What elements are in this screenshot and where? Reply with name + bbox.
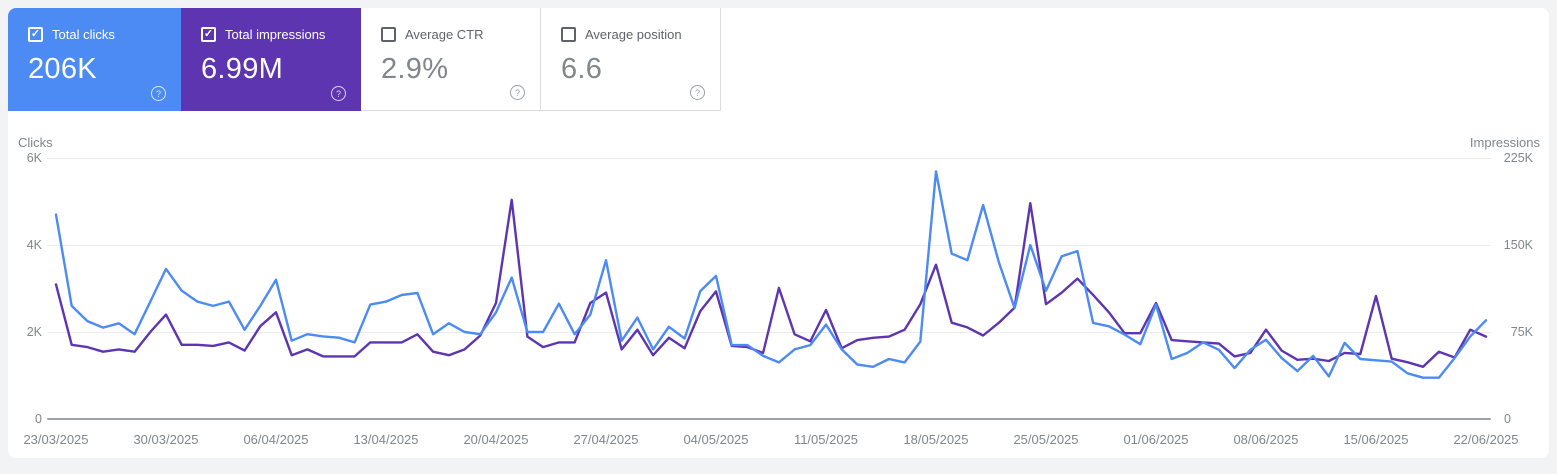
x-axis-line (47, 418, 1491, 420)
metric-cards: Total clicks 206K ? Total impressions 6.… (8, 8, 721, 111)
y-tick-right: 0 (1504, 412, 1511, 426)
help-icon[interactable]: ? (331, 86, 346, 101)
total-clicks-value: 206K (28, 53, 97, 85)
x-tick-date: 25/05/2025 (1013, 432, 1079, 447)
average-position-value: 6.6 (561, 53, 603, 85)
total-impressions-checkbox[interactable] (201, 27, 216, 42)
y-tick-left: 6K (26, 151, 42, 165)
x-tick-date: 11/05/2025 (793, 432, 859, 447)
card-average-ctr[interactable]: Average CTR 2.9% ? (361, 8, 541, 111)
average-ctr-checkbox[interactable] (381, 27, 396, 42)
y-tick-right: 150K (1503, 238, 1533, 252)
y-tick-right: 75K (1510, 325, 1533, 339)
x-tick-date: 04/05/2025 (683, 432, 749, 447)
right-axis-title: Impressions (1469, 135, 1540, 150)
x-tick-date: 08/06/2025 (1233, 432, 1299, 447)
card-total-impressions[interactable]: Total impressions 6.99M ? (181, 8, 361, 111)
x-tick-date: 22/06/2025 (1453, 432, 1519, 447)
gridline (47, 158, 1491, 159)
total-clicks-checkbox[interactable] (28, 27, 43, 42)
card-header: Average CTR (381, 27, 540, 42)
card-label: Total clicks (52, 27, 115, 42)
total-impressions-value: 6.99M (201, 53, 284, 85)
card-label: Total impressions (225, 27, 326, 42)
x-tick-date: 15/06/2025 (1343, 432, 1409, 447)
x-tick-date: 27/04/2025 (573, 432, 639, 447)
card-header: Total clicks (28, 27, 181, 42)
card-header: Total impressions (201, 27, 361, 42)
y-tick-left: 4K (26, 238, 42, 252)
card-label: Average CTR (405, 27, 484, 42)
x-tick-date: 06/04/2025 (243, 432, 309, 447)
x-tick-date: 13/04/2025 (353, 432, 419, 447)
gridline (47, 245, 1491, 246)
left-axis-title: Clicks (18, 135, 53, 150)
x-tick-date: 20/04/2025 (463, 432, 529, 447)
y-tick-right: 225K (1503, 151, 1533, 165)
x-tick-date: 01/06/2025 (1123, 432, 1189, 447)
x-tick-date: 18/05/2025 (903, 432, 969, 447)
series-line-clicks (54, 170, 1488, 379)
card-label: Average position (585, 27, 682, 42)
x-tick-date: 23/03/2025 (23, 432, 89, 447)
average-ctr-value: 2.9% (381, 53, 449, 85)
average-position-checkbox[interactable] (561, 27, 576, 42)
card-header: Average position (561, 27, 720, 42)
x-tick-date: 30/03/2025 (133, 432, 199, 447)
series-line-impressions (54, 198, 1488, 368)
help-icon[interactable]: ? (690, 85, 705, 100)
card-total-clicks[interactable]: Total clicks 206K ? (8, 8, 181, 111)
card-average-position[interactable]: Average position 6.6 ? (541, 8, 721, 111)
help-icon[interactable]: ? (151, 86, 166, 101)
y-tick-left: 2K (26, 325, 42, 339)
y-tick-left: 0 (35, 412, 42, 426)
help-icon[interactable]: ? (510, 85, 525, 100)
